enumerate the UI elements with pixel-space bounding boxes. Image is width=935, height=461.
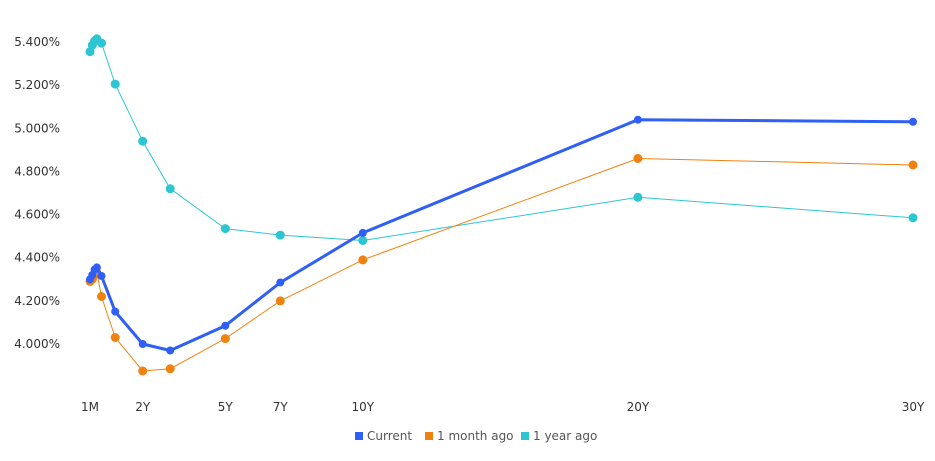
- data-point[interactable]: [165, 184, 175, 194]
- data-point[interactable]: [138, 366, 148, 376]
- data-point[interactable]: [275, 230, 285, 240]
- data-point[interactable]: [358, 228, 367, 237]
- legend-swatch: [355, 432, 363, 440]
- y-tick-label: 5.200%: [14, 78, 60, 92]
- x-tick-label: 20Y: [627, 400, 650, 414]
- legend-swatch: [521, 432, 529, 440]
- legend-label: 1 month ago: [437, 429, 514, 443]
- data-point[interactable]: [633, 115, 642, 124]
- data-point[interactable]: [92, 263, 101, 272]
- y-tick-label: 4.600%: [14, 208, 60, 222]
- legend-swatch: [425, 432, 433, 440]
- series-layer: [85, 34, 918, 376]
- y-axis: 4.000% 4.200% 4.400% 4.600% 4.800% 5.000% 5.20…: [14, 35, 60, 351]
- legend-item[interactable]: Current: [355, 429, 412, 443]
- legend-item[interactable]: 1 month ago: [425, 429, 514, 443]
- legend: Current 1 month ago 1 year ago: [355, 429, 597, 443]
- data-point[interactable]: [633, 154, 643, 163]
- data-point[interactable]: [166, 346, 175, 355]
- data-point[interactable]: [358, 236, 368, 245]
- x-tick-label: 1M: [81, 400, 99, 414]
- y-tick-label: 4.000%: [14, 337, 60, 351]
- legend-item[interactable]: 1 year ago: [521, 429, 597, 443]
- data-point[interactable]: [138, 136, 148, 146]
- y-tick-label: 4.800%: [14, 164, 60, 178]
- y-tick-label: 5.000%: [14, 121, 60, 135]
- data-point[interactable]: [165, 364, 175, 374]
- x-axis: 1M 2Y 5Y 7Y 10Y 20Y 30Y: [81, 400, 925, 414]
- legend-label: 1 year ago: [533, 429, 597, 443]
- data-point[interactable]: [221, 321, 230, 330]
- x-tick-label: 30Y: [902, 400, 925, 414]
- legend-label: Current: [367, 429, 412, 443]
- data-point[interactable]: [110, 333, 120, 342]
- data-point[interactable]: [97, 272, 106, 280]
- series-1-month-ago: [85, 154, 918, 376]
- x-tick-label: 10Y: [352, 400, 375, 414]
- series-line: [88, 118, 914, 352]
- y-tick-label: 4.400%: [14, 251, 60, 265]
- data-point[interactable]: [110, 79, 120, 89]
- data-point[interactable]: [97, 38, 106, 48]
- data-point[interactable]: [97, 292, 106, 301]
- data-point[interactable]: [908, 213, 918, 223]
- data-point[interactable]: [908, 160, 918, 170]
- y-tick-label: 5.400%: [14, 35, 60, 49]
- data-point[interactable]: [909, 117, 917, 126]
- x-tick-label: 2Y: [135, 400, 151, 414]
- data-point[interactable]: [275, 296, 285, 306]
- data-point[interactable]: [138, 340, 147, 348]
- data-point[interactable]: [111, 307, 120, 316]
- x-tick-label: 5Y: [218, 400, 234, 414]
- data-point[interactable]: [220, 224, 230, 234]
- series-line: [89, 158, 914, 372]
- data-point[interactable]: [276, 278, 285, 287]
- y-tick-label: 4.200%: [14, 294, 60, 308]
- series-current: [86, 115, 917, 355]
- data-point[interactable]: [358, 255, 368, 265]
- series-1-year-ago: [85, 34, 918, 245]
- data-point[interactable]: [633, 192, 643, 202]
- x-tick-label: 7Y: [273, 400, 289, 414]
- series-line: [89, 38, 914, 241]
- data-point[interactable]: [220, 334, 230, 344]
